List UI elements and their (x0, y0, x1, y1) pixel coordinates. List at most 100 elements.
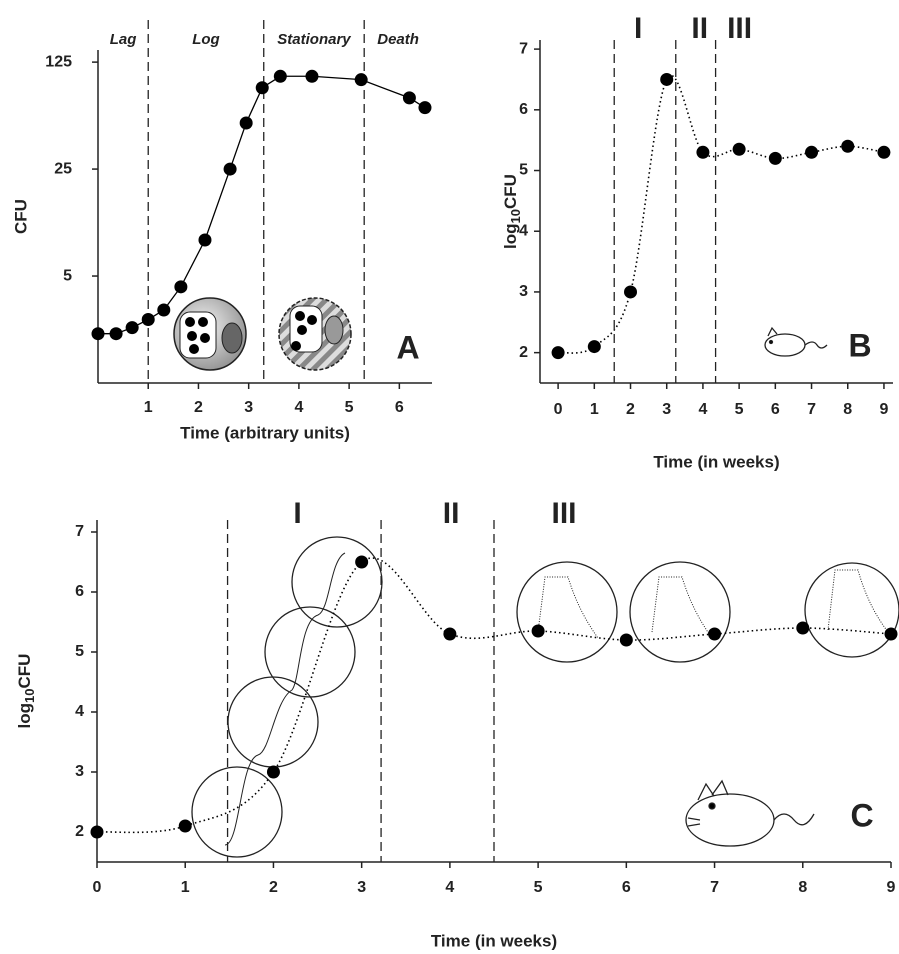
data-point (178, 819, 192, 833)
y-tick-label: 4 (519, 222, 528, 239)
panel-letter: B (848, 327, 871, 363)
phase-label: Stationary (277, 31, 351, 48)
data-point (624, 285, 638, 299)
phase-label: II (443, 497, 460, 530)
phase-label: III (551, 497, 576, 530)
y-tick-label: 5 (75, 643, 84, 660)
data-point (402, 91, 416, 105)
y-axis-label: CFU (11, 199, 30, 234)
data-point (418, 101, 432, 115)
data-point (355, 555, 369, 569)
x-tick-label: 6 (622, 879, 631, 896)
y-tick-label: 7 (75, 523, 84, 540)
x-tick-label: 4 (445, 879, 454, 896)
x-tick-label: 5 (345, 399, 354, 416)
data-point (141, 312, 155, 326)
data-point (732, 142, 746, 156)
x-tick-label: 1 (181, 879, 190, 896)
x-tick-label: 3 (662, 401, 671, 418)
x-tick-label: 3 (357, 879, 366, 896)
x-tick-label: 3 (244, 399, 253, 416)
phase-label: Lag (110, 31, 137, 48)
data-line (98, 75, 426, 335)
y-tick-label: 6 (75, 583, 84, 600)
y-axis-label: log10CFU (501, 174, 523, 249)
growth-inset (191, 536, 899, 858)
x-tick-label: 2 (269, 879, 278, 896)
mouse-icon (685, 779, 815, 847)
chart-panel: 0 1 2 3 4 5 6 7 8 9 2 3 4 5 6 7 Time (in weeks) log10CFU I… (15, 497, 898, 950)
y-tick-label: 3 (519, 283, 528, 300)
phase-label: I (634, 12, 642, 45)
x-tick-label: 0 (93, 879, 102, 896)
data-point (157, 303, 171, 317)
data-point (443, 627, 457, 641)
data-point (708, 627, 722, 641)
data-point (90, 825, 104, 839)
chart-panel: 1 2 3 4 5 6 5 25 125 Time (arbitrary units) CFU Lag… (11, 20, 432, 442)
y-tick-label: 6 (519, 101, 528, 118)
x-tick-label: 0 (554, 401, 563, 418)
data-point (884, 627, 898, 641)
x-tick-label: 7 (710, 879, 719, 896)
chart-panel: 0 1 2 3 4 5 6 7 8 9 2 3 4 5 6 7 Time (in weeks) log10CFU I… (501, 12, 893, 471)
data-point (696, 145, 710, 159)
x-tick-label: 4 (698, 401, 707, 418)
y-axis-label-part: log (501, 223, 520, 249)
phase-label: Death (377, 31, 419, 48)
data-line (557, 74, 885, 354)
data-point (587, 340, 601, 354)
data-point (91, 327, 105, 341)
y-axis-label: log10CFU (15, 654, 37, 729)
data-point (273, 69, 287, 83)
y-tick-label: 2 (519, 344, 528, 361)
y-tick-label: 4 (75, 703, 84, 720)
mouse-icon (764, 326, 828, 357)
data-point (266, 765, 280, 779)
x-axis-label: Time (arbitrary units) (180, 423, 350, 442)
phase-label: Log (192, 31, 220, 48)
x-axis-label: Time (in weeks) (653, 452, 779, 471)
y-tick-label: 3 (75, 763, 84, 780)
data-point (768, 151, 782, 165)
data-point (796, 621, 810, 635)
cell-inset (278, 297, 352, 371)
phase-label: I (293, 497, 301, 530)
data-line (96, 557, 892, 834)
x-tick-label: 6 (395, 399, 404, 416)
x-tick-label: 5 (534, 879, 543, 896)
phase-label: II (691, 12, 708, 45)
panel-letter: C (850, 797, 873, 833)
data-point (805, 145, 819, 159)
data-point (239, 116, 253, 130)
data-point (551, 346, 565, 360)
x-tick-label: 8 (798, 879, 807, 896)
data-point (660, 72, 674, 86)
data-point (305, 69, 319, 83)
x-tick-label: 4 (294, 399, 303, 416)
x-tick-label: 7 (807, 401, 816, 418)
y-axis-label-part: 10 (22, 688, 37, 702)
data-point (174, 280, 188, 294)
x-tick-label: 2 (626, 401, 635, 418)
y-axis-label-part: CFU (501, 174, 520, 209)
y-tick-label: 125 (45, 53, 72, 70)
data-point (619, 633, 633, 647)
y-tick-label: 5 (519, 162, 528, 179)
x-tick-label: 5 (735, 401, 744, 418)
data-point (223, 162, 237, 176)
data-point (354, 73, 368, 87)
x-tick-label: 1 (590, 401, 599, 418)
y-tick-label: 25 (54, 160, 72, 177)
x-tick-label: 6 (771, 401, 780, 418)
x-tick-label: 1 (144, 399, 153, 416)
data-point (531, 624, 545, 638)
y-axis-label-part: CFU (15, 654, 34, 689)
y-axis-label-part: 10 (508, 209, 523, 223)
data-point (109, 327, 123, 341)
data-point (255, 81, 269, 95)
x-axis-label: Time (in weeks) (431, 931, 557, 950)
data-point (877, 145, 891, 159)
panel-letter: A (396, 329, 419, 365)
